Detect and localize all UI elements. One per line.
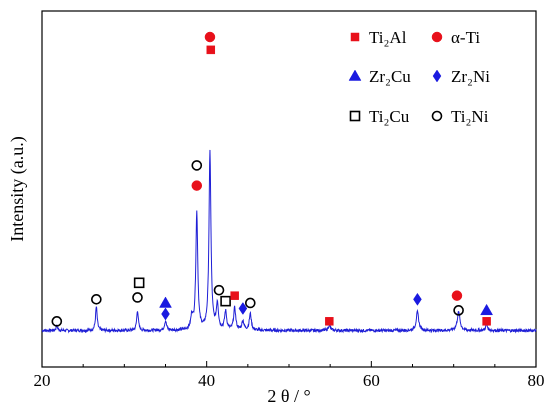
peak-marker-zr2cu xyxy=(159,296,172,308)
peak-marker-ti2ni xyxy=(245,297,256,309)
x-tick-label: 20 xyxy=(34,371,51,390)
pattern-layer xyxy=(41,149,537,334)
peak-marker-layer xyxy=(51,31,494,327)
legend-marker-ti xyxy=(431,31,443,43)
peak-marker-ti2ni xyxy=(51,316,63,327)
legend-marker-ti2ni xyxy=(431,110,443,122)
peak-marker-zr2ni xyxy=(413,292,422,306)
legend-marker-zr2ni xyxy=(432,69,442,83)
legend-entry-label: Ti₂Al xyxy=(369,28,407,47)
peak-marker-ti2cu xyxy=(220,295,231,307)
peak-marker-ti2al xyxy=(206,45,216,55)
legend-entry-label: Zr₂Cu xyxy=(369,67,411,86)
peak-marker-zr2cu xyxy=(480,303,494,316)
legend-marker-ti2cu xyxy=(349,110,361,122)
legend-entry-label: Ti₂Ni xyxy=(451,107,489,126)
legend-entry-label: Ti₂Cu xyxy=(369,107,410,126)
legend-entry-label: α-Ti xyxy=(451,28,480,47)
legend-marker-zr2cu xyxy=(348,69,362,81)
peak-marker-ti2ni xyxy=(191,160,203,171)
peak-marker-ti2al xyxy=(230,291,239,300)
peak-marker-ti2al xyxy=(482,317,491,326)
x-tick-label: 40 xyxy=(198,371,215,390)
peak-marker-ti2ni xyxy=(91,294,102,305)
peak-marker-ti2al xyxy=(325,317,334,326)
x-axis-ticks: 20 40 60 80 xyxy=(34,361,545,390)
y-axis-label: Intensity (a.u.) xyxy=(7,136,28,241)
peak-marker-ti xyxy=(451,290,463,301)
x-axis-label: 2 θ / ° xyxy=(267,386,310,406)
xrd-pattern-line xyxy=(41,149,537,334)
peak-marker-ti2ni xyxy=(213,284,225,296)
peak-marker-ti2cu xyxy=(133,277,145,289)
peak-marker-ti xyxy=(204,31,216,43)
legend: Ti₂Al α-Ti Zr₂Cu Zr₂Ni Ti₂Cu Ti₂Ni xyxy=(348,28,490,126)
x-tick-label: 80 xyxy=(528,371,545,390)
peak-marker-ti2ni xyxy=(453,305,464,316)
legend-marker-ti2al xyxy=(350,32,360,42)
peak-marker-zr2ni xyxy=(161,307,170,321)
legend-entry-label: Zr₂Ni xyxy=(451,67,490,86)
x-tick-label: 60 xyxy=(363,371,380,390)
peak-marker-zr2ni xyxy=(238,302,248,315)
peak-marker-ti2ni xyxy=(132,292,143,303)
peak-marker-ti xyxy=(191,180,203,191)
